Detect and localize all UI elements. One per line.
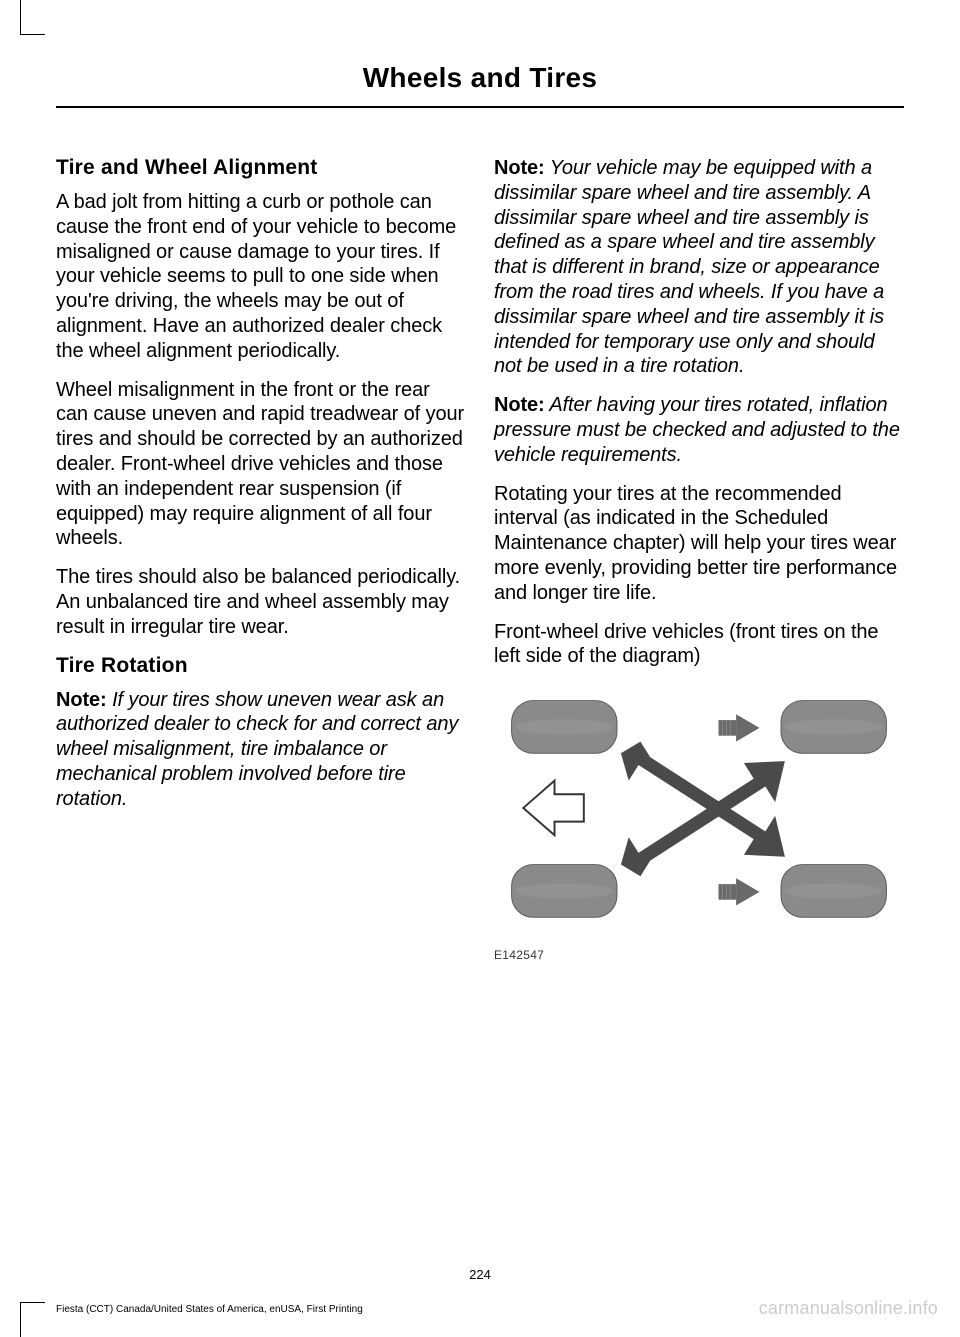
paragraph: Rotating your tires at the recommended i… — [494, 482, 904, 606]
tire-top-left — [512, 701, 617, 754]
page-number: 224 — [469, 1267, 491, 1282]
note-paragraph: Note: If your tires show uneven wear ask… — [56, 688, 466, 812]
note-text: If your tires show uneven wear ask an au… — [56, 689, 458, 810]
right-column: Note: Your vehicle may be equipped with … — [494, 156, 904, 962]
tire-bottom-right — [781, 865, 886, 918]
cross-arrow-1 — [621, 742, 785, 857]
note-label: Note: — [494, 157, 545, 179]
tire-bottom-left — [512, 865, 617, 918]
note-label: Note: — [494, 394, 545, 416]
section-heading: Tire Rotation — [56, 654, 466, 678]
section-heading: Tire and Wheel Alignment — [56, 156, 466, 180]
diagram-label: E142547 — [494, 948, 904, 962]
crop-mark — [20, 1302, 45, 1337]
content-area: Tire and Wheel Alignment A bad jolt from… — [0, 108, 960, 962]
cross-arrow-2 — [621, 761, 785, 876]
tire-top-right — [781, 701, 886, 754]
paragraph: Wheel misalignment in the front or the r… — [56, 378, 466, 552]
diagram-svg — [494, 683, 904, 937]
left-column: Tire and Wheel Alignment A bad jolt from… — [56, 156, 466, 962]
tire-rotation-diagram: E142547 — [494, 683, 904, 962]
page-header: Wheels and Tires — [56, 0, 904, 108]
note-paragraph: Note: Your vehicle may be equipped with … — [494, 156, 904, 379]
note-label: Note: — [56, 689, 107, 711]
crop-mark — [20, 0, 45, 35]
page-title: Wheels and Tires — [56, 62, 904, 94]
small-arrow-bottom — [719, 878, 760, 905]
footer-left: Fiesta (CCT) Canada/United States of Ame… — [56, 1304, 363, 1315]
front-indicator-arrow — [523, 781, 584, 836]
note-text: After having your tires rotated, inflati… — [494, 394, 900, 466]
paragraph: A bad jolt from hitting a curb or pothol… — [56, 190, 466, 364]
paragraph: The tires should also be balanced period… — [56, 565, 466, 639]
paragraph: Front-wheel drive vehicles (front tires … — [494, 620, 904, 670]
small-arrow-top — [719, 714, 760, 741]
footer-watermark: carmanualsonline.info — [759, 1298, 938, 1319]
note-paragraph: Note: After having your tires rotated, i… — [494, 393, 904, 467]
note-text: Your vehicle may be equipped with a diss… — [494, 157, 884, 377]
